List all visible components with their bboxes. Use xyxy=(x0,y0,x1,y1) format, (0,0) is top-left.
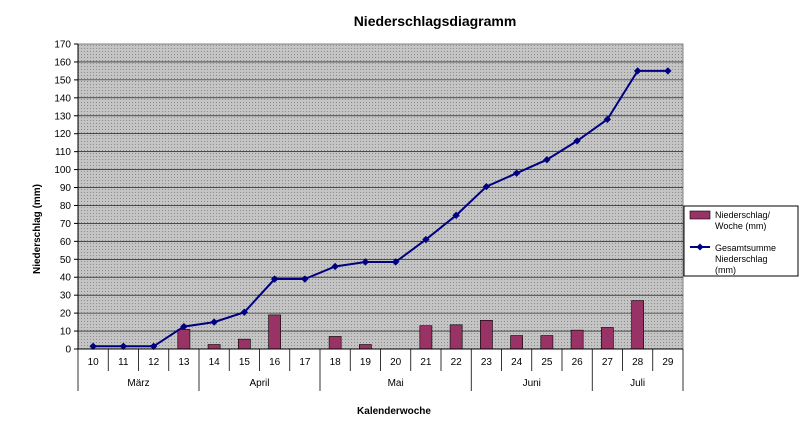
y-tick-label: 170 xyxy=(54,40,71,51)
y-axis-label: Niederschlag (mm) xyxy=(32,184,43,274)
bar xyxy=(268,314,281,350)
bar xyxy=(449,324,463,350)
y-tick-label: 70 xyxy=(60,219,72,230)
line-point xyxy=(361,258,370,266)
cumulative-line xyxy=(93,69,668,348)
x-tick-label: 18 xyxy=(330,357,342,368)
legend-label-bars-line1: Niederschlag/ xyxy=(715,210,771,220)
x-tick-label: 21 xyxy=(420,357,432,368)
x-tick-label: 14 xyxy=(209,357,221,368)
gridlines xyxy=(78,61,683,332)
legend-bar-swatch xyxy=(689,210,711,220)
x-tick-label: 11 xyxy=(118,357,129,368)
bar xyxy=(419,325,433,350)
x-tick-label: 23 xyxy=(481,357,493,368)
line-point xyxy=(240,308,249,316)
legend-label-line-line3: (mm) xyxy=(715,265,736,275)
y-axis-ticks: 0 10 20 30 40 50 60 70 80 90 100 110 120 130 140 150 160… xyxy=(54,40,79,356)
x-tick-label: 10 xyxy=(88,357,100,368)
x-tick-label: 16 xyxy=(269,357,281,368)
month-label: März xyxy=(127,378,149,389)
y-tick-label: 50 xyxy=(60,255,72,266)
x-tick-label: 24 xyxy=(511,357,523,368)
x-tick-label: 22 xyxy=(451,357,463,368)
bar xyxy=(540,335,554,350)
bar xyxy=(570,329,584,350)
legend: Niederschlag/ Woche (mm) Gesamtsumme Nie… xyxy=(683,205,799,277)
x-tick-label: 27 xyxy=(602,357,614,368)
bar xyxy=(601,327,614,350)
bar xyxy=(510,335,523,350)
line-point xyxy=(331,262,339,271)
legend-line-marker xyxy=(696,243,704,251)
line-point xyxy=(149,342,158,350)
month-label: Juli xyxy=(630,378,645,389)
chart-title: Niederschlagsdiagramm xyxy=(354,13,517,29)
line-point xyxy=(422,235,430,244)
y-tick-label: 90 xyxy=(60,183,72,194)
bar xyxy=(359,344,372,350)
line-point xyxy=(89,342,97,350)
bar xyxy=(328,336,342,350)
line-point xyxy=(210,318,218,326)
x-tick-label: 19 xyxy=(360,357,372,368)
x-tick-label: 20 xyxy=(390,357,402,368)
y-tick-label: 20 xyxy=(60,309,72,320)
y-tick-label: 30 xyxy=(60,291,72,302)
bar xyxy=(207,344,221,350)
bar xyxy=(631,300,644,350)
bar xyxy=(177,328,191,350)
x-tick-label: 15 xyxy=(239,357,251,368)
y-tick-label: 40 xyxy=(60,273,72,284)
y-tick-label: 160 xyxy=(54,57,71,68)
y-tick-label: 10 xyxy=(60,327,72,338)
month-label: April xyxy=(249,378,269,389)
legend-label-line-line2: Niederschlag xyxy=(715,254,768,264)
plot-area xyxy=(77,43,684,350)
line-point xyxy=(270,275,279,283)
month-label: Mai xyxy=(388,378,404,389)
y-tick-label: 100 xyxy=(54,165,71,176)
month-label: Juni xyxy=(523,378,541,389)
y-tick-label: 140 xyxy=(54,93,71,104)
x-tick-label: 29 xyxy=(662,357,674,368)
bar xyxy=(480,319,493,350)
legend-label-line-line1: Gesamtsumme xyxy=(715,243,776,253)
bar xyxy=(238,338,251,350)
x-tick-label: 13 xyxy=(178,357,190,368)
y-tick-label: 0 xyxy=(65,345,71,356)
y-tick-label: 130 xyxy=(54,111,71,122)
line-point xyxy=(301,275,309,283)
line-point xyxy=(573,137,581,145)
x-axis-label: Kalenderwoche xyxy=(357,406,431,417)
line-point xyxy=(482,182,491,191)
line-point xyxy=(391,258,400,266)
x-tick-label: 12 xyxy=(148,357,160,368)
x-tick-label: 25 xyxy=(541,357,553,368)
y-tick-label: 120 xyxy=(54,129,71,140)
y-tick-label: 80 xyxy=(60,201,72,212)
y-tick-label: 60 xyxy=(60,237,72,248)
y-tick-label: 150 xyxy=(54,75,71,86)
line-point xyxy=(452,211,460,220)
x-tick-label: 17 xyxy=(299,357,311,368)
x-axis-ticks: 10 11 12 13 14 15 16 17 18 19 20 21 22 23 24 25 26 27 28 29 xyxy=(77,348,684,371)
y-tick-label: 110 xyxy=(55,147,71,158)
line-point xyxy=(119,342,128,350)
month-labels: März April Mai Juni Juli xyxy=(77,371,684,391)
legend-label-bars-line2: Woche (mm) xyxy=(715,221,766,231)
x-tick-label: 28 xyxy=(632,357,644,368)
x-tick-label: 26 xyxy=(572,357,584,368)
line-point xyxy=(603,115,612,124)
